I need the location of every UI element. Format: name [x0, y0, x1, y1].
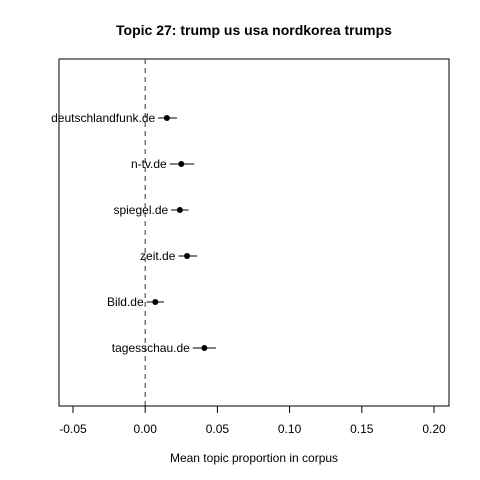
- point-estimate: [163, 115, 170, 121]
- point-label: n-tv.de: [131, 157, 167, 171]
- chart-title: Topic 27: trump us usa nordkorea trumps: [116, 22, 392, 38]
- x-tick-label: -0.05: [59, 422, 87, 436]
- x-tick-label: 0.00: [134, 422, 158, 436]
- point-estimate: [178, 161, 185, 167]
- x-tick-label: 0.10: [278, 422, 302, 436]
- point-label: zeit.de: [140, 249, 176, 263]
- point-estimate: [152, 299, 159, 305]
- point-label: tagesschau.de: [112, 341, 190, 355]
- x-tick-label: 0.05: [206, 422, 230, 436]
- point-label: deutschlandfunk.de: [51, 111, 155, 125]
- x-tick-label: 0.20: [422, 422, 446, 436]
- point-estimate: [184, 253, 191, 259]
- point-estimate: [201, 345, 208, 351]
- point-estimate: [176, 207, 183, 213]
- point-label: Bild.de: [107, 295, 144, 309]
- x-axis-label: Mean topic proportion in corpus: [170, 451, 338, 465]
- point-label: spiegel.de: [113, 203, 168, 217]
- data-points: deutschlandfunk.de n-tv.de spiegel.de zeit.…: [51, 111, 216, 355]
- x-tick-label: 0.15: [350, 422, 374, 436]
- x-axis-ticks: -0.05 0.00 0.05 0.10 0.15 0.20: [59, 406, 446, 436]
